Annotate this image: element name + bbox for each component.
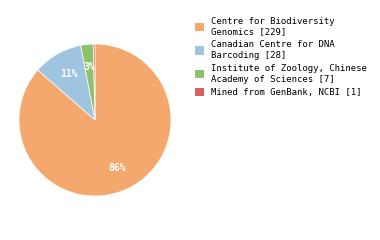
Legend: Centre for Biodiversity
Genomics [229], Canadian Centre for DNA
Barcoding [28], : Centre for Biodiversity Genomics [229], … xyxy=(195,17,367,97)
Wedge shape xyxy=(93,44,95,120)
Text: 86%: 86% xyxy=(108,163,126,174)
Wedge shape xyxy=(19,44,171,196)
Text: 11%: 11% xyxy=(60,69,77,79)
Wedge shape xyxy=(38,45,95,120)
Wedge shape xyxy=(81,44,95,120)
Text: 3%: 3% xyxy=(84,62,95,72)
